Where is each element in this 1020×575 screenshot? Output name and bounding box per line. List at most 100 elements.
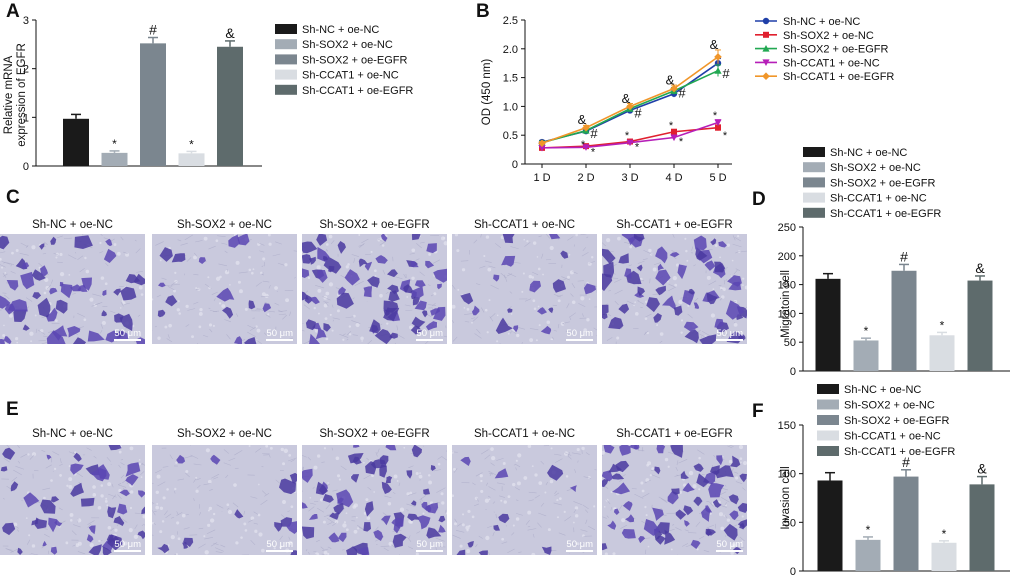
stained-cell	[643, 519, 660, 536]
significance-mark: &	[578, 112, 587, 127]
membrane-pore	[43, 291, 47, 295]
membrane-texture	[672, 234, 675, 238]
stained-cell	[88, 525, 96, 535]
membrane-texture	[545, 234, 551, 239]
membrane-texture	[315, 553, 317, 555]
membrane-texture	[152, 534, 154, 536]
membrane-texture	[223, 449, 230, 454]
stained-cell	[607, 520, 617, 530]
stained-cell	[353, 445, 360, 448]
stained-cell	[654, 466, 661, 475]
y-tick-label: 100	[778, 469, 796, 481]
membrane-pore	[235, 260, 240, 265]
membrane-pore	[487, 267, 492, 272]
membrane-texture	[171, 516, 175, 519]
membrane-pore	[328, 234, 333, 239]
membrane-pore	[198, 311, 203, 316]
membrane-texture	[508, 273, 517, 278]
membrane-pore	[532, 241, 537, 245]
x-tick-label: 5 D	[709, 172, 726, 184]
panel-letter-f: F	[752, 401, 764, 422]
stained-cell	[120, 286, 137, 301]
membrane-pore	[526, 240, 529, 243]
significance-mark: #	[900, 248, 908, 264]
membrane-texture	[628, 264, 632, 267]
membrane-texture	[264, 493, 270, 497]
membrane-pore	[459, 544, 463, 548]
membrane-pore	[484, 308, 488, 312]
membrane-pore	[731, 543, 736, 548]
membrane-pore	[641, 489, 645, 493]
membrane-pore	[535, 339, 538, 342]
membrane-texture	[208, 245, 216, 250]
membrane-pore	[98, 539, 101, 543]
membrane-texture	[488, 551, 491, 555]
membrane-texture	[41, 450, 46, 453]
membrane-texture	[505, 525, 508, 527]
stained-cell	[210, 454, 221, 465]
bar	[217, 46, 243, 167]
membrane-texture	[180, 242, 188, 246]
stained-cell	[460, 456, 471, 466]
micrograph-field	[602, 445, 747, 555]
membrane-pore	[101, 320, 107, 326]
membrane-texture	[253, 522, 259, 525]
membrane-texture	[464, 313, 473, 315]
membrane-texture	[734, 237, 741, 242]
membrane-pore	[254, 529, 258, 533]
membrane-texture	[43, 241, 48, 246]
membrane-texture	[585, 452, 590, 456]
membrane-pore	[84, 256, 87, 260]
scale-bar: 50 μm	[566, 328, 593, 341]
membrane-pore	[386, 322, 389, 325]
membrane-pore	[314, 552, 320, 555]
membrane-pore	[224, 269, 230, 275]
membrane-texture	[724, 514, 728, 519]
membrane-texture	[206, 529, 216, 535]
membrane-texture	[60, 458, 62, 464]
membrane-texture	[322, 548, 329, 551]
membrane-texture	[124, 302, 130, 305]
stained-cell	[407, 513, 420, 521]
stained-cell	[3, 336, 12, 344]
membrane-pore	[283, 448, 289, 454]
membrane-pore	[572, 521, 575, 524]
membrane-texture	[475, 283, 481, 286]
membrane-pore	[167, 544, 170, 547]
membrane-pore	[644, 505, 647, 509]
membrane-pore	[480, 479, 483, 483]
membrane-pore	[576, 447, 580, 452]
membrane-texture	[37, 329, 46, 335]
membrane-texture	[574, 469, 577, 474]
membrane-pore	[138, 285, 143, 290]
membrane-texture	[106, 456, 111, 462]
membrane-texture	[501, 541, 508, 544]
membrane-pore	[2, 333, 6, 338]
membrane-texture	[202, 334, 209, 338]
membrane-pore	[269, 446, 273, 450]
membrane-texture	[268, 310, 275, 313]
membrane-pore	[58, 525, 61, 528]
membrane-pore	[516, 333, 520, 338]
membrane-pore	[726, 243, 730, 247]
membrane-texture	[528, 499, 534, 502]
membrane-texture	[571, 542, 579, 547]
bar	[891, 270, 917, 371]
significance-mark: #	[634, 105, 642, 120]
stained-cell	[537, 307, 547, 315]
membrane-texture	[595, 285, 597, 287]
data-point	[582, 144, 590, 151]
significance-mark: *	[864, 324, 869, 338]
membrane-texture	[582, 504, 589, 510]
micrograph-image: 50 μm	[152, 445, 297, 555]
stained-cell	[158, 282, 166, 288]
membrane-texture	[120, 474, 125, 479]
membrane-texture	[42, 487, 51, 491]
membrane-texture	[120, 462, 125, 466]
membrane-texture	[571, 452, 581, 455]
membrane-texture	[50, 279, 54, 284]
membrane-pore	[558, 497, 562, 500]
membrane-pore	[59, 252, 63, 257]
membrane-pore	[89, 297, 94, 302]
membrane-texture	[261, 273, 265, 276]
